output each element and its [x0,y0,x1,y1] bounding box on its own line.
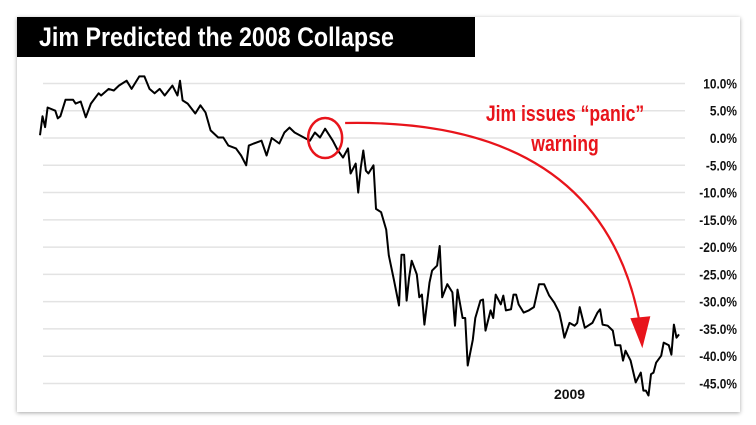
chart-title: Jim Predicted the 2008 Collapse [39,22,394,52]
y-tick-label: -25.0% [699,266,737,282]
y-tick-label: -35.0% [699,321,737,337]
y-tick-label: -45.0% [699,376,737,392]
annotation-text: warning [530,132,598,156]
y-tick-label: 5.0% [710,103,738,119]
y-tick-label: -30.0% [699,294,737,310]
annotation-arrow [345,121,642,327]
y-tick-label: -5.0% [706,157,737,173]
arrow-head-icon [630,316,651,349]
series-line [39,75,680,397]
highlight-circle [306,116,344,160]
y-tick-label: 10.0% [703,76,737,92]
y-tick-label: -40.0% [699,348,737,364]
y-tick-label: 0.0% [710,130,738,146]
y-tick-label: -20.0% [699,239,737,255]
x-tick-label: 2009 [554,386,585,402]
y-tick-label: -10.0% [699,185,737,201]
y-tick-label: -15.0% [699,212,737,228]
annotation-text: Jim issues “panic” [486,102,644,126]
chart-title-box: Jim Predicted the 2008 Collapse [17,17,475,57]
